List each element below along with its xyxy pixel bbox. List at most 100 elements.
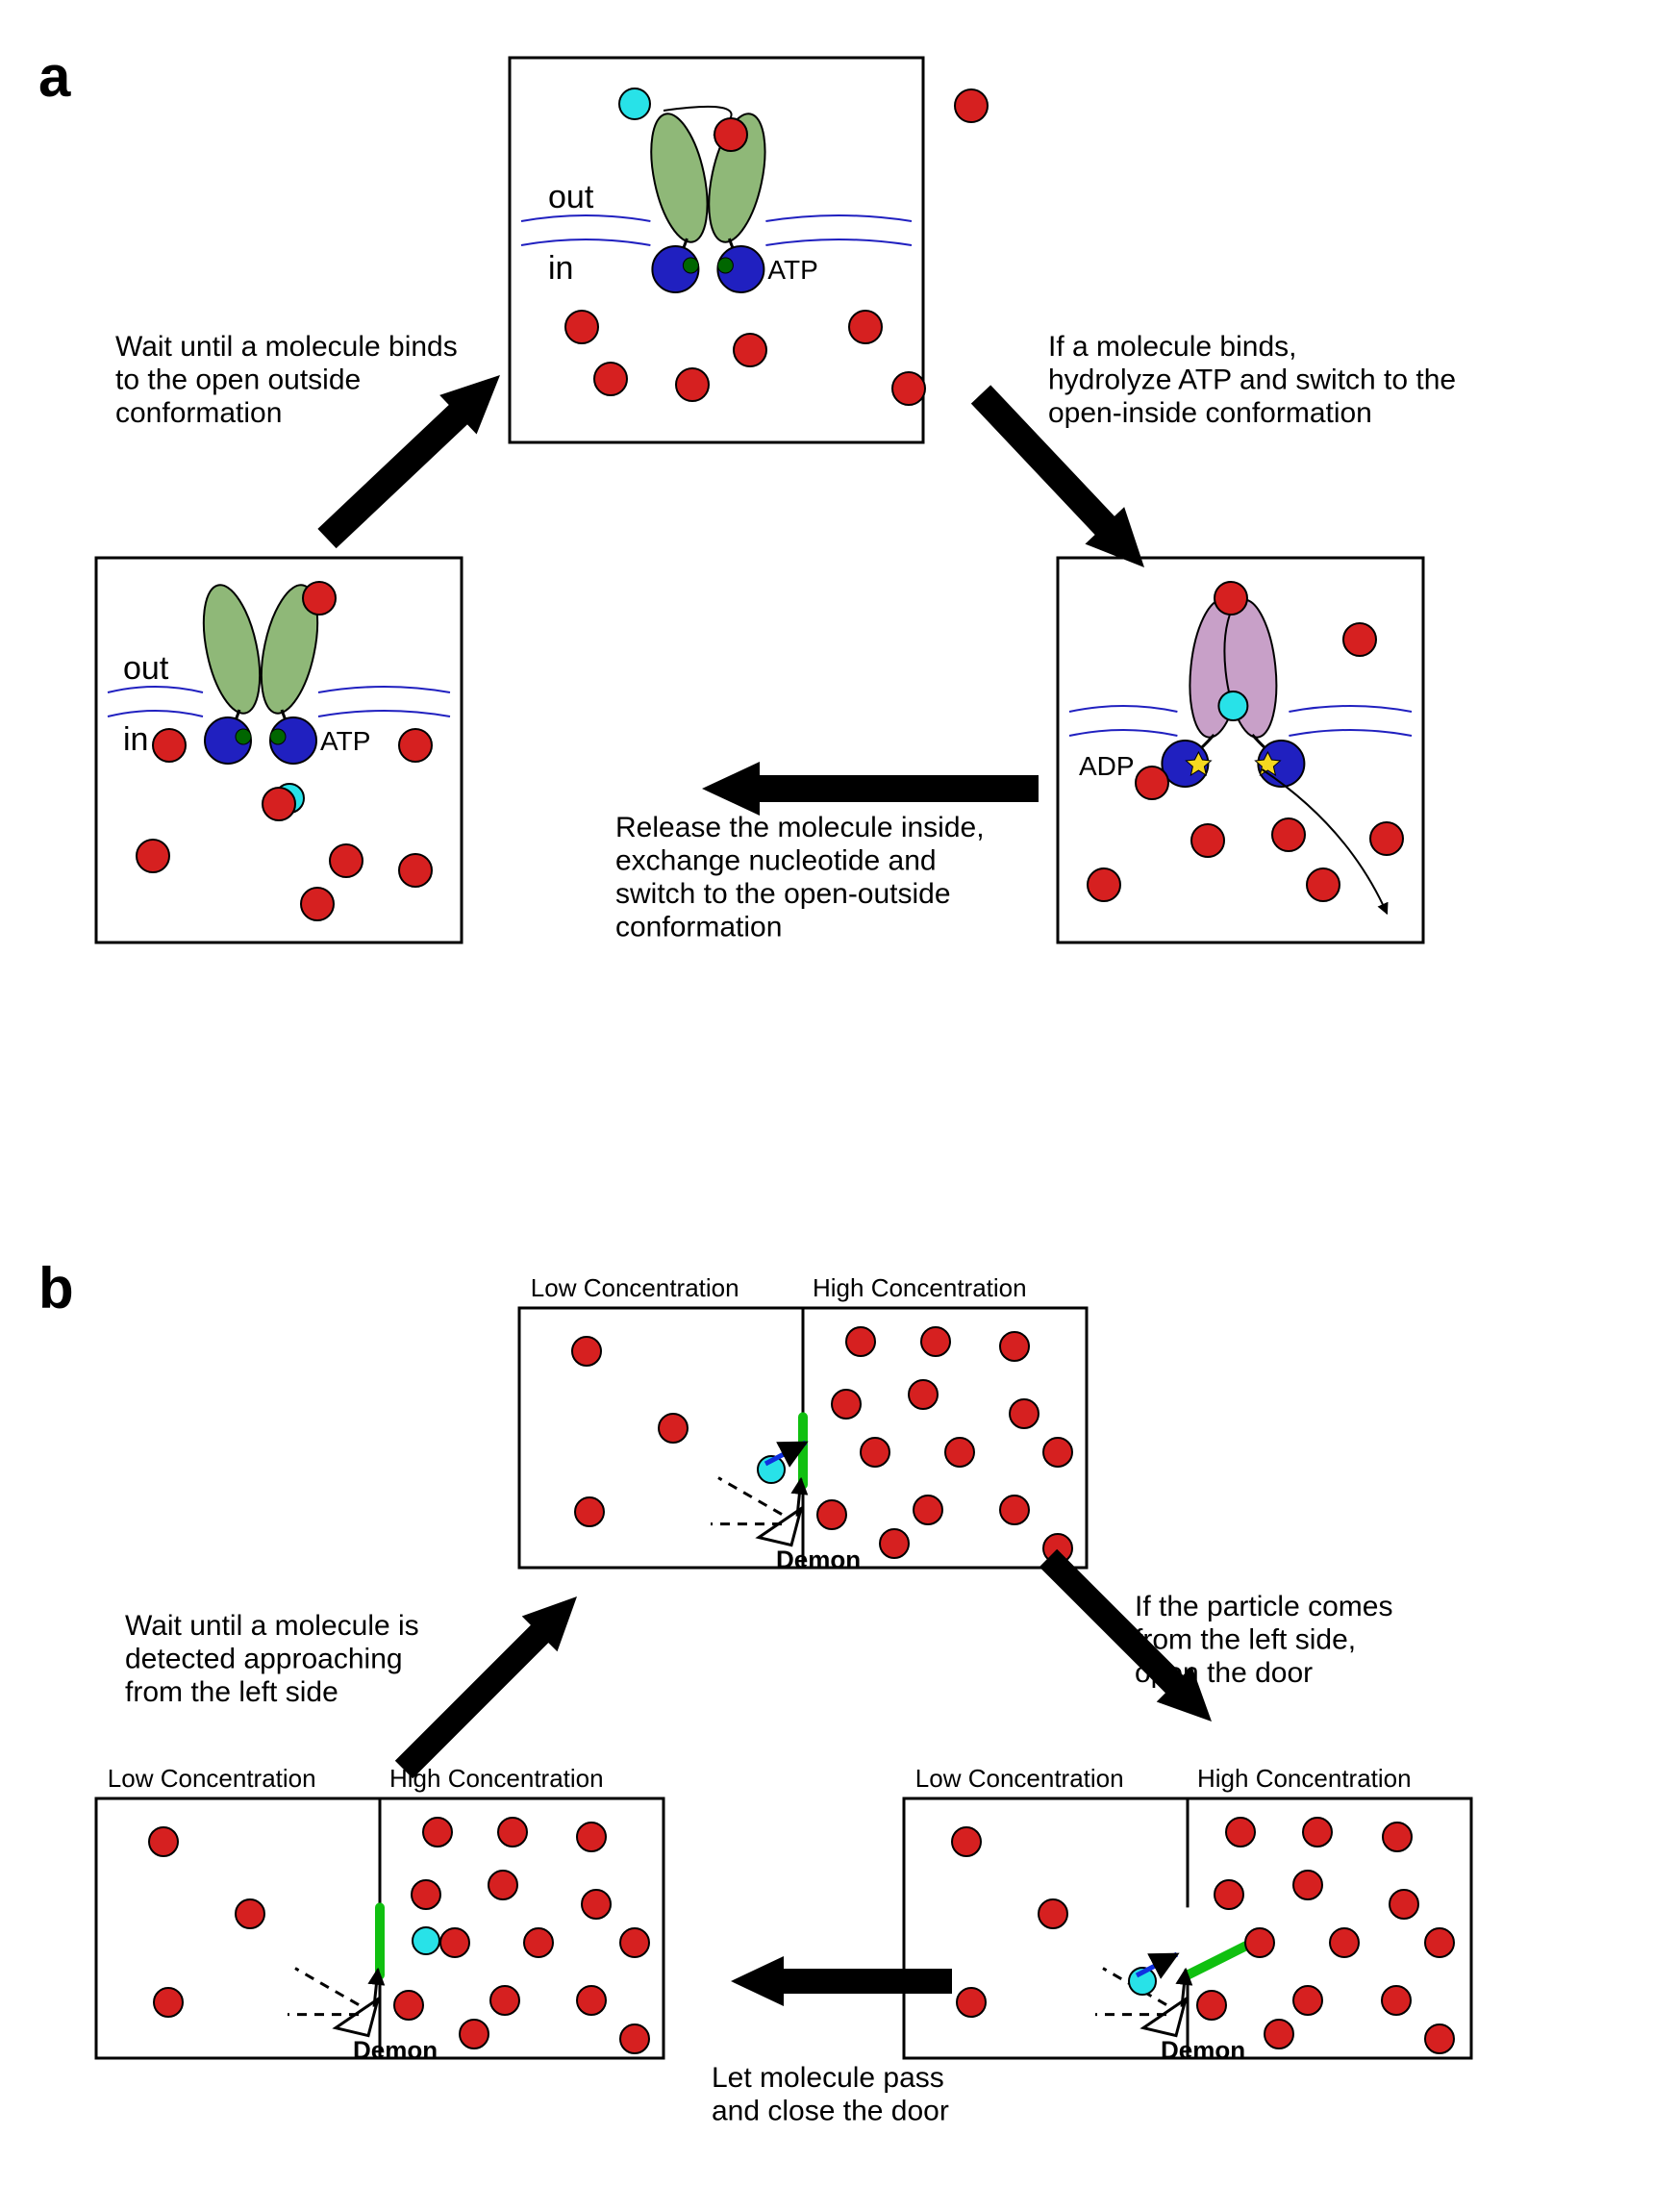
- block-arrow: [702, 762, 1039, 816]
- dot: [524, 1928, 553, 1957]
- dot: [619, 88, 650, 119]
- demon-label: Demon: [1161, 2036, 1245, 2065]
- dot: [149, 1827, 178, 1856]
- dot: [717, 258, 733, 273]
- caption-a-step3: Wait until a molecule bindsto the open o…: [115, 331, 458, 429]
- dot: [565, 311, 598, 343]
- dot: [577, 1986, 606, 2015]
- dot: [1215, 1880, 1243, 1909]
- atp-label: ATP: [320, 726, 370, 756]
- dot: [714, 118, 747, 151]
- low-label: Low Concentration: [108, 1764, 316, 1793]
- low-label: Low Concentration: [531, 1273, 739, 1302]
- dot: [1425, 1928, 1454, 1957]
- dot: [301, 888, 334, 920]
- dot: [880, 1529, 909, 1558]
- dot: [817, 1500, 846, 1529]
- panel-a-left-content: [108, 580, 450, 920]
- dot: [1330, 1928, 1359, 1957]
- dot: [270, 729, 286, 744]
- dot: [594, 363, 627, 395]
- dot: [620, 1928, 649, 1957]
- dot: [575, 1497, 604, 1526]
- dot: [945, 1438, 974, 1467]
- low-label: Low Concentration: [915, 1764, 1124, 1793]
- dot: [849, 311, 882, 343]
- dot: [577, 1822, 606, 1851]
- dot: [1088, 868, 1120, 901]
- panel-b-top-content: [572, 1308, 1072, 1568]
- dot: [846, 1327, 875, 1356]
- dot: [1425, 2024, 1454, 2053]
- dot: [683, 258, 698, 273]
- dot: [1390, 1890, 1418, 1919]
- adp-label: ADP: [1079, 751, 1135, 781]
- in-label: in: [123, 721, 148, 758]
- dot: [1303, 1818, 1332, 1847]
- dot: [399, 729, 432, 762]
- dot: [1191, 824, 1224, 857]
- dot: [921, 1327, 950, 1356]
- panel-a-top-content: [521, 88, 988, 405]
- caption-b-step1: If the particle comesfrom the left side,…: [1135, 1591, 1392, 1689]
- dot: [620, 2024, 649, 2053]
- dot: [303, 582, 336, 615]
- dot: [1272, 818, 1305, 851]
- dot: [1383, 1822, 1412, 1851]
- caption-b-step3: Wait until a molecule isdetected approac…: [125, 1610, 419, 1708]
- dot: [153, 729, 186, 762]
- dot: [154, 1988, 183, 2017]
- dot: [1043, 1438, 1072, 1467]
- dot: [1215, 582, 1247, 615]
- out-label: out: [548, 179, 594, 215]
- panel-label-b: b: [38, 1256, 74, 1320]
- panel-a-right-content: [1069, 582, 1412, 914]
- dot: [659, 1414, 688, 1443]
- dot: [892, 372, 925, 405]
- dot: [423, 1818, 452, 1847]
- dot: [1343, 623, 1376, 656]
- dot: [1000, 1496, 1029, 1524]
- demon-label: Demon: [353, 2036, 438, 2065]
- panel-b-left-content: [149, 1798, 649, 2058]
- dot: [832, 1390, 861, 1419]
- dot: [236, 1899, 264, 1928]
- panel-b-right-content: [952, 1798, 1454, 2058]
- dot: [734, 334, 766, 366]
- dot: [236, 729, 251, 744]
- dot: [394, 1991, 423, 2020]
- dot: [1370, 822, 1403, 855]
- dot: [488, 1871, 517, 1899]
- caption-a-step1: If a molecule binds,hydrolyze ATP and sw…: [1048, 331, 1456, 429]
- dot: [399, 854, 432, 887]
- dot: [952, 1827, 981, 1856]
- block-arrow: [731, 1956, 952, 2006]
- demon-label: Demon: [776, 1546, 861, 1574]
- dot: [263, 788, 295, 820]
- dot: [1010, 1399, 1039, 1428]
- dot: [440, 1928, 469, 1957]
- dot: [861, 1438, 889, 1467]
- atp-label: ATP: [767, 255, 817, 285]
- dot: [490, 1986, 519, 2015]
- dot: [676, 368, 709, 401]
- dot: [1293, 1986, 1322, 2015]
- dot: [330, 844, 363, 877]
- dot: [1293, 1871, 1322, 1899]
- caption-b-step2: Let molecule passand close the door: [712, 2062, 949, 2127]
- high-label: High Concentration: [813, 1273, 1027, 1302]
- dot: [909, 1380, 938, 1409]
- dot: [413, 1927, 439, 1954]
- dot: [1197, 1991, 1226, 2020]
- dot: [1265, 2020, 1293, 2049]
- dot: [1039, 1899, 1067, 1928]
- in-label: in: [548, 250, 573, 287]
- dot: [460, 2020, 488, 2049]
- dot: [582, 1890, 611, 1919]
- dot: [1218, 691, 1247, 720]
- high-label: High Concentration: [1197, 1764, 1412, 1793]
- dot: [955, 89, 988, 122]
- dot: [412, 1880, 440, 1909]
- caption-a-step2: Release the molecule inside,exchange nuc…: [615, 812, 985, 943]
- dot: [914, 1496, 942, 1524]
